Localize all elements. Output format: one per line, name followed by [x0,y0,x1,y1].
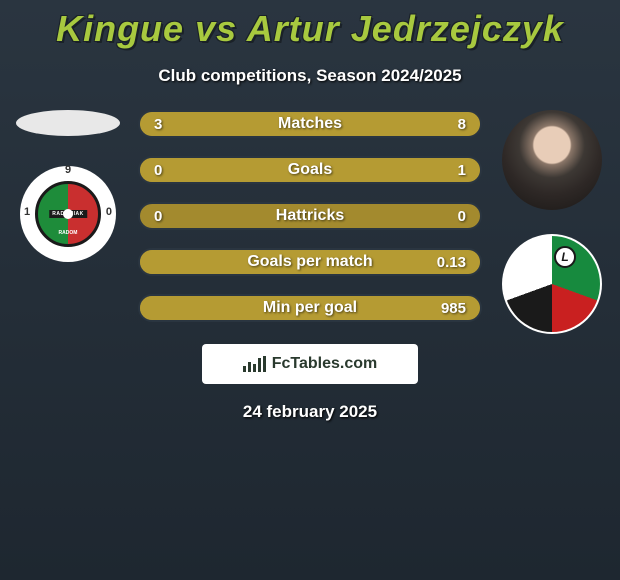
branding-text: FcTables.com [272,355,378,373]
stat-label: Goals per match [247,253,372,271]
date-text: 24 february 2025 [0,402,620,422]
stat-label: Goals [288,161,332,179]
stat-bar: Goals per match 0.13 [138,248,482,276]
stat-value-left: 0 [154,162,162,179]
stat-value-right: 0.13 [437,254,466,271]
stats-bars: 3 Matches 8 0 Goals 1 0 Hattricks 0 Goals per mat… [138,110,482,322]
stat-value-right: 8 [458,116,466,133]
stat-label: Min per goal [263,299,357,317]
badge-number-left: 1 [24,206,30,218]
right-column: L [492,110,612,334]
stat-value-right: 0 [458,208,466,225]
stat-bar: 3 Matches 8 [138,110,482,138]
branding-badge: FcTables.com [202,344,418,384]
player-avatar-left [16,110,120,136]
stat-label: Matches [278,115,342,133]
club-badge-right: L [502,234,602,334]
stat-value-left: 3 [154,116,162,133]
club-badge-left: 9 1 0 RADOMIAK RADOM [20,166,116,262]
left-column: 9 1 0 RADOMIAK RADOM [8,110,128,262]
comparison-content: 9 1 0 RADOMIAK RADOM L 3Matches80Goals10… [0,110,620,322]
badge-bottom-text: RADOM [59,230,78,236]
stat-value-left: 0 [154,208,162,225]
badge-number-top: 9 [65,164,71,176]
stat-label: Hattricks [276,207,344,225]
stat-value-right: 985 [441,300,466,317]
stat-bar: 0 Hattricks 0 [138,202,482,230]
page-title: Kingue vs Artur Jedrzejczyk [0,0,620,50]
stat-bar: 0 Goals 1 [138,156,482,184]
stat-bar: Min per goal 985 [138,294,482,322]
page-subtitle: Club competitions, Season 2024/2025 [0,66,620,86]
stat-value-right: 1 [458,162,466,179]
player-avatar-right [502,110,602,210]
chart-icon [243,356,266,372]
badge-number-right: 0 [106,206,112,218]
badge-letter: L [554,246,576,268]
